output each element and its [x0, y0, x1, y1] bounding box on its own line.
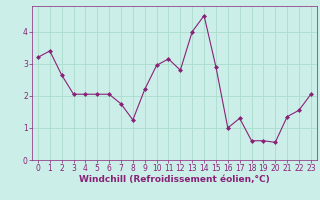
- X-axis label: Windchill (Refroidissement éolien,°C): Windchill (Refroidissement éolien,°C): [79, 175, 270, 184]
